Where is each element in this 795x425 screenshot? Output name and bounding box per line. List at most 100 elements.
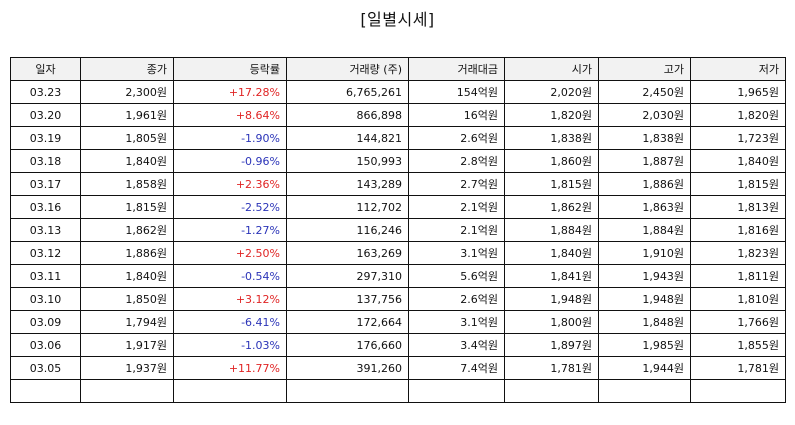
- high-cell: 1,948원: [598, 287, 691, 311]
- amount-cell: 2.6억원: [408, 126, 505, 150]
- volume-cell: 176,660: [286, 333, 409, 357]
- amount-cell: 2.8억원: [408, 149, 505, 173]
- close-cell: 1,850원: [80, 287, 174, 311]
- close-cell: [80, 379, 174, 403]
- amount-cell: 2.7억원: [408, 172, 505, 196]
- high-cell: 1,943원: [598, 264, 691, 288]
- close-cell: 1,805원: [80, 126, 174, 150]
- column-header-amount: 거래대금: [408, 57, 505, 81]
- volume-cell: [286, 379, 409, 403]
- high-cell: [598, 379, 691, 403]
- high-cell: 1,886원: [598, 172, 691, 196]
- high-cell: 1,838원: [598, 126, 691, 150]
- high-cell: 1,985원: [598, 333, 691, 357]
- change-cell: +2.36%: [173, 172, 287, 196]
- amount-cell: 16억원: [408, 103, 505, 127]
- high-cell: 1,887원: [598, 149, 691, 173]
- date-cell: 03.18: [10, 149, 81, 173]
- close-cell: 1,840원: [80, 149, 174, 173]
- date-cell: 03.06: [10, 333, 81, 357]
- change-cell: +2.50%: [173, 241, 287, 265]
- page-title: [일별시세]: [360, 10, 435, 29]
- change-cell: -0.96%: [173, 149, 287, 173]
- date-cell: 03.17: [10, 172, 81, 196]
- date-cell: 03.19: [10, 126, 81, 150]
- column-header-close: 종가: [80, 57, 174, 81]
- volume-cell: 297,310: [286, 264, 409, 288]
- table-row: 03.16 1,815원 -2.52% 112,702 2.1억원 1,862원 1,863…: [10, 195, 786, 219]
- table-row: 03.19 1,805원 -1.90% 144,821 2.6억원 1,838원 1,838…: [10, 126, 786, 150]
- amount-cell: 7.4억원: [408, 356, 505, 380]
- low-cell: 1,820원: [690, 103, 786, 127]
- volume-cell: 112,702: [286, 195, 409, 219]
- low-cell: 1,766원: [690, 310, 786, 334]
- column-header-date: 일자: [10, 57, 81, 81]
- table-row: 03.20 1,961원 +8.64% 866,898 16억원 1,820원 2,030원…: [10, 103, 786, 127]
- open-cell: [504, 379, 599, 403]
- close-cell: 1,961원: [80, 103, 174, 127]
- high-cell: 1,944원: [598, 356, 691, 380]
- volume-cell: 6,765,261: [286, 80, 409, 104]
- low-cell: [690, 379, 786, 403]
- change-cell: -6.41%: [173, 310, 287, 334]
- open-cell: 1,897원: [504, 333, 599, 357]
- amount-cell: 2.1억원: [408, 218, 505, 242]
- open-cell: 1,841원: [504, 264, 599, 288]
- date-cell: 03.20: [10, 103, 81, 127]
- change-cell: -1.90%: [173, 126, 287, 150]
- volume-cell: 866,898: [286, 103, 409, 127]
- low-cell: 1,840원: [690, 149, 786, 173]
- date-cell: 03.10: [10, 287, 81, 311]
- amount-cell: [408, 379, 505, 403]
- table-row: 03.13 1,862원 -1.27% 116,246 2.1억원 1,884원 1,884…: [10, 218, 786, 242]
- volume-cell: 163,269: [286, 241, 409, 265]
- low-cell: 1,811원: [690, 264, 786, 288]
- date-cell: 03.12: [10, 241, 81, 265]
- low-cell: 1,815원: [690, 172, 786, 196]
- high-cell: 1,863원: [598, 195, 691, 219]
- close-cell: 1,886원: [80, 241, 174, 265]
- open-cell: 1,820원: [504, 103, 599, 127]
- open-cell: 1,860원: [504, 149, 599, 173]
- change-cell: -1.03%: [173, 333, 287, 357]
- table-row: 03.18 1,840원 -0.96% 150,993 2.8억원 1,860원 1,887…: [10, 149, 786, 173]
- open-cell: 1,840원: [504, 241, 599, 265]
- low-cell: 1,816원: [690, 218, 786, 242]
- close-cell: 1,858원: [80, 172, 174, 196]
- volume-cell: 144,821: [286, 126, 409, 150]
- open-cell: 1,884원: [504, 218, 599, 242]
- change-cell: +8.64%: [173, 103, 287, 127]
- close-cell: 1,937원: [80, 356, 174, 380]
- table-row: [10, 379, 786, 403]
- volume-cell: 391,260: [286, 356, 409, 380]
- change-cell: [173, 379, 287, 403]
- volume-cell: 116,246: [286, 218, 409, 242]
- change-cell: +3.12%: [173, 287, 287, 311]
- open-cell: 2,020원: [504, 80, 599, 104]
- change-cell: +17.28%: [173, 80, 287, 104]
- date-cell: 03.16: [10, 195, 81, 219]
- table-row: 03.17 1,858원 +2.36% 143,289 2.7억원 1,815원 1,886…: [10, 172, 786, 196]
- volume-cell: 143,289: [286, 172, 409, 196]
- daily-price-table: 일자 종가 등락률 거래량 (주) 거래대금 시가 고가 저가 03.23 2,3…: [10, 57, 786, 403]
- high-cell: 2,030원: [598, 103, 691, 127]
- high-cell: 1,910원: [598, 241, 691, 265]
- low-cell: 1,813원: [690, 195, 786, 219]
- close-cell: 1,917원: [80, 333, 174, 357]
- date-cell: 03.23: [10, 80, 81, 104]
- date-cell: [10, 379, 81, 403]
- low-cell: 1,855원: [690, 333, 786, 357]
- table-row: 03.23 2,300원 +17.28% 6,765,261 154억원 2,020원 2,…: [10, 80, 786, 104]
- close-cell: 1,815원: [80, 195, 174, 219]
- open-cell: 1,838원: [504, 126, 599, 150]
- table-row: 03.12 1,886원 +2.50% 163,269 3.1억원 1,840원 1,910…: [10, 241, 786, 265]
- amount-cell: 2.6억원: [408, 287, 505, 311]
- volume-cell: 172,664: [286, 310, 409, 334]
- close-cell: 1,862원: [80, 218, 174, 242]
- high-cell: 2,450원: [598, 80, 691, 104]
- table-row: 03.09 1,794원 -6.41% 172,664 3.1억원 1,800원 1,848…: [10, 310, 786, 334]
- table-row: 03.11 1,840원 -0.54% 297,310 5.6억원 1,841원 1,943…: [10, 264, 786, 288]
- column-header-open: 시가: [504, 57, 599, 81]
- table-header-row: 일자 종가 등락률 거래량 (주) 거래대금 시가 고가 저가: [10, 57, 786, 81]
- low-cell: 1,723원: [690, 126, 786, 150]
